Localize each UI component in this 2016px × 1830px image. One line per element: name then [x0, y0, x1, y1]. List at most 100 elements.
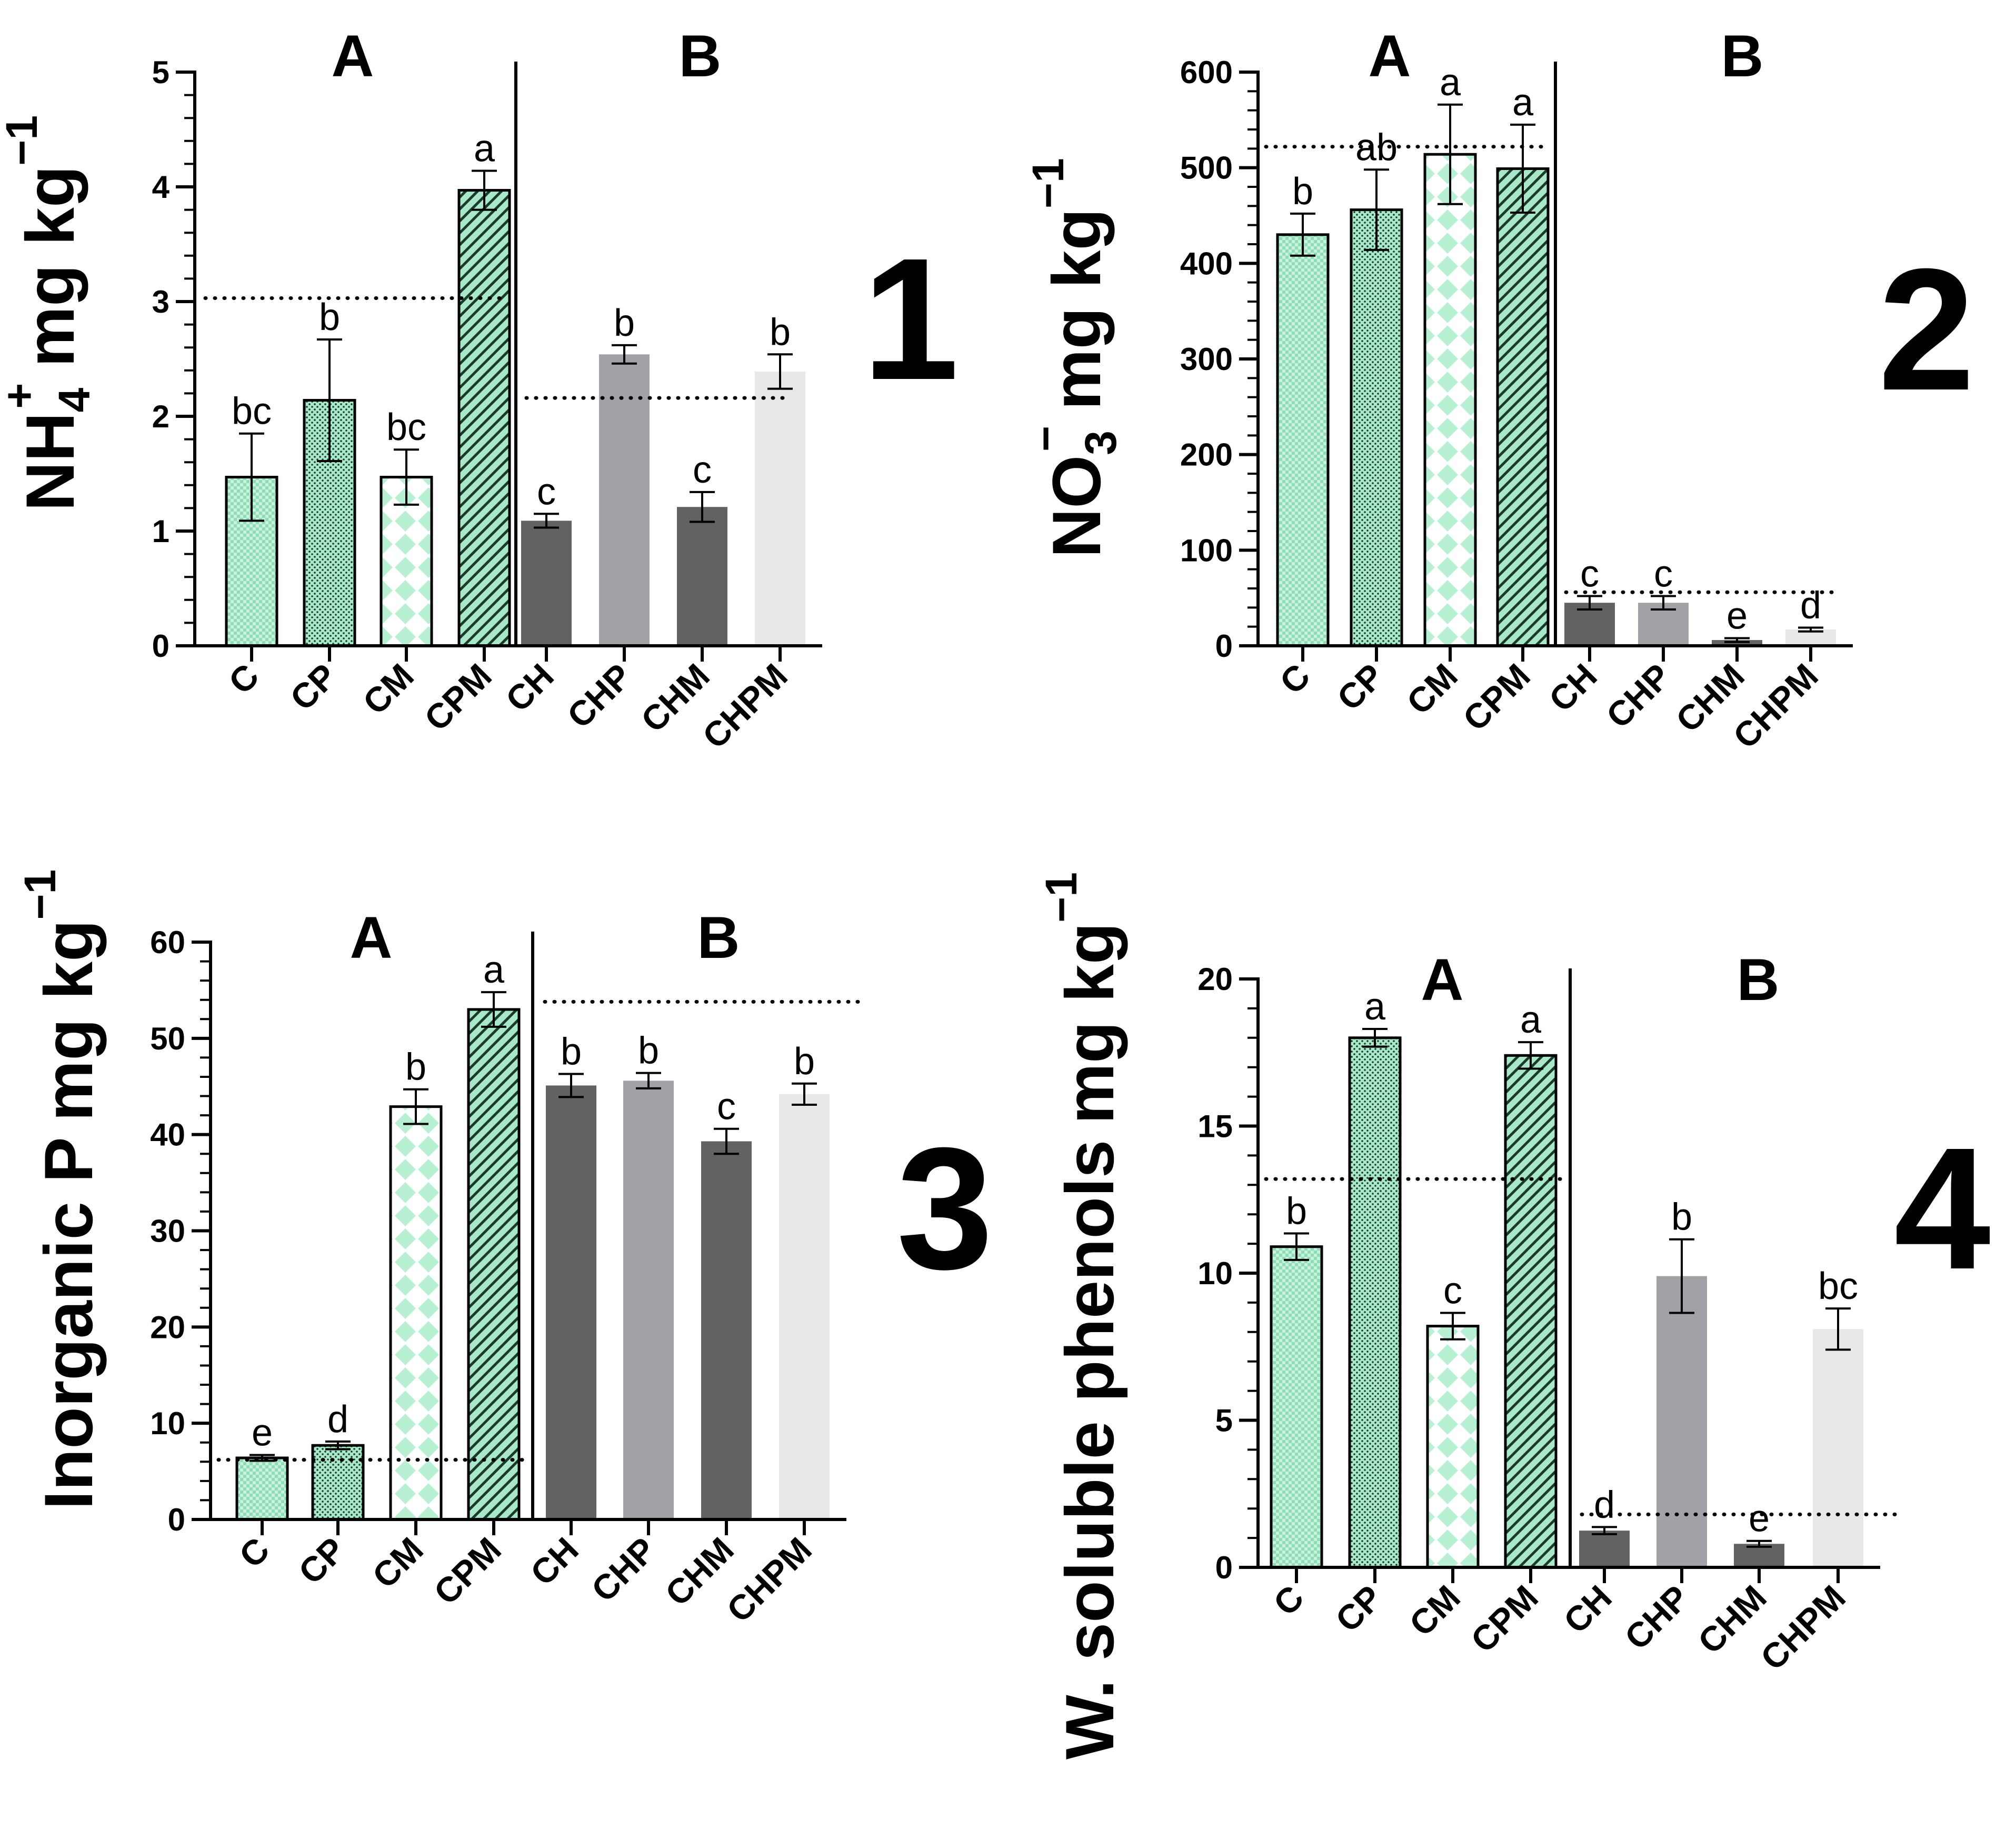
ylabel: Inorganic Pmg kg−1: [15, 869, 107, 1510]
x-tick-label: CHP: [560, 656, 639, 736]
error-bar-CHM: [1724, 637, 1750, 643]
x-tick-label: CHPM: [1753, 1578, 1853, 1678]
x-tick-label: CHP: [1617, 1578, 1696, 1657]
bar-CHM: [677, 507, 727, 646]
x-tick-label: CH: [523, 1530, 586, 1593]
significance-letter: b: [561, 1031, 582, 1073]
significance-letter: d: [1594, 1484, 1615, 1526]
group-label-A: A: [332, 23, 374, 89]
group-label-A: A: [350, 905, 393, 971]
significance-letter: e: [1726, 595, 1748, 637]
error-bar-CM: [1438, 103, 1463, 205]
error-bar-CM: [1440, 1312, 1465, 1341]
ylabel-text: NO3−mg kg−1: [1021, 158, 1125, 557]
error-bar-C: [1284, 1232, 1309, 1261]
y-tick-label: 600: [1180, 55, 1233, 90]
panel-label: 2: [1878, 232, 1975, 426]
bar-CHPM: [755, 371, 805, 646]
x-tick-label: CHPM: [719, 1530, 819, 1630]
error-bar-C: [249, 1454, 275, 1462]
x-tick-label: CM: [1399, 656, 1465, 722]
bar-CPM: [1496, 167, 1550, 647]
error-bar-CHM: [714, 1127, 739, 1155]
y-tick-label: 60: [150, 925, 185, 960]
x-tick-label: CHPM: [1725, 656, 1825, 756]
bar-CH: [1579, 1531, 1630, 1567]
bar-CH: [521, 521, 572, 646]
significance-letter: b: [1292, 171, 1313, 213]
error-bar-CHP: [1651, 595, 1676, 611]
panel-4: W. soluble phenolsmg kg−1 b a c a d b e bc 0 5 10 1…: [1036, 872, 1992, 1759]
y-tick-label: 40: [150, 1117, 185, 1153]
significance-letter: bc: [386, 406, 426, 448]
x-tick-label: C: [1266, 1578, 1311, 1623]
x-tick-label: CM: [1402, 1578, 1468, 1644]
error-bar-CHP: [612, 344, 637, 365]
y-tick-label: 0: [152, 628, 169, 664]
group-label-B: B: [679, 23, 722, 89]
significance-letter: b: [794, 1041, 815, 1083]
x-tick-label: CPM: [1455, 656, 1538, 738]
error-bar-CHM: [1746, 1539, 1772, 1548]
x-tick-label: CH: [1556, 1578, 1619, 1641]
error-bar-CHPM: [767, 353, 793, 390]
x-tick-label: CPM: [426, 1530, 508, 1612]
bar-CM: [1423, 153, 1477, 647]
error-bar-CHPM: [1798, 626, 1823, 633]
significance-letter: a: [1440, 62, 1461, 104]
y-tick-label: 400: [1180, 246, 1233, 281]
significance-letter: b: [638, 1030, 659, 1072]
bar-CHP: [1656, 1276, 1707, 1567]
error-bar-CHPM: [1825, 1307, 1851, 1351]
group-label-B: B: [697, 905, 740, 971]
group-label-A: A: [1421, 947, 1464, 1013]
error-bar-CP: [325, 1440, 351, 1451]
significance-letter: c: [717, 1086, 736, 1128]
ylabel: NO3−mg kg−1: [1021, 158, 1125, 557]
x-tick-label: C: [221, 656, 266, 702]
group-label-A: A: [1369, 23, 1411, 89]
y-tick-label: 10: [150, 1406, 185, 1441]
error-bar-CH: [1592, 1526, 1617, 1535]
error-bar-CP: [1364, 168, 1389, 251]
bar-CPM: [467, 1008, 521, 1521]
y-tick-label: 100: [1180, 533, 1233, 568]
significance-letter: b: [614, 302, 635, 344]
ylabel: NH4+mg kg−1: [0, 115, 99, 511]
significance-letter: a: [1512, 82, 1534, 124]
y-tick-label: 4: [152, 169, 170, 205]
x-tick-label: CHPM: [695, 656, 795, 756]
error-bar-CHP: [1669, 1238, 1694, 1314]
significance-letter: b: [1671, 1196, 1692, 1238]
x-tick-label: CP: [1330, 656, 1391, 718]
error-bar-CP: [1362, 1028, 1388, 1048]
significance-letter: b: [405, 1046, 426, 1088]
x-tick-label: CPM: [417, 656, 499, 738]
x-tick-label: CHP: [1599, 656, 1678, 736]
x-tick-label: CPM: [1463, 1578, 1545, 1660]
y-tick-label: 15: [1197, 1109, 1233, 1144]
significance-letter: c: [1654, 553, 1673, 595]
y-tick-label: 5: [1215, 1403, 1233, 1438]
significance-letter: a: [483, 949, 505, 991]
bar-CP: [1348, 1036, 1402, 1569]
error-bar-C: [1290, 212, 1315, 257]
error-bar-CPM: [1518, 1041, 1543, 1070]
y-tick-label: 3: [152, 284, 169, 319]
significance-letter: c: [1580, 553, 1599, 595]
error-bar-C: [239, 432, 264, 522]
significance-letter: e: [1749, 1498, 1770, 1540]
bar-CP: [1350, 208, 1403, 647]
panel-1: NH4+mg kg−1 bcbbcacbcb012345CCPCMCPMCHCH…: [0, 23, 959, 756]
error-bar-CH: [534, 513, 559, 529]
x-tick-label: CM: [365, 1530, 431, 1596]
bar-CM: [389, 1105, 443, 1521]
significance-letter: c: [693, 449, 712, 491]
y-tick-label: 5: [152, 55, 169, 90]
y-tick-label: 0: [168, 1502, 185, 1537]
bar-C: [1276, 233, 1330, 647]
